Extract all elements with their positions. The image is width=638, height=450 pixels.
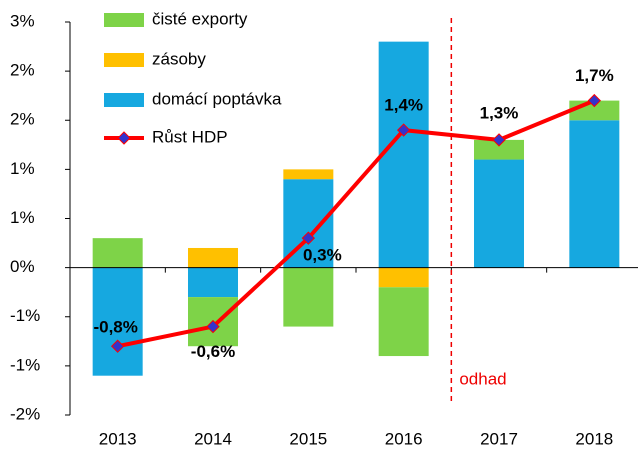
bar bbox=[188, 267, 238, 298]
bar bbox=[569, 120, 620, 268]
line bbox=[117, 98, 596, 349]
bar bbox=[378, 41, 429, 268]
annotation: odhad bbox=[459, 369, 506, 388]
legend-swatch bbox=[104, 93, 144, 107]
y-tick-label: 2% bbox=[10, 110, 35, 129]
marker bbox=[206, 319, 220, 334]
legend-swatch bbox=[104, 13, 144, 27]
marker bbox=[110, 339, 125, 353]
x-tick-label: 2017 bbox=[480, 429, 518, 448]
y-tick-label: 1% bbox=[10, 208, 35, 227]
marker bbox=[587, 93, 602, 108]
legend-marker bbox=[117, 131, 131, 145]
marker bbox=[301, 231, 316, 245]
bar bbox=[474, 159, 524, 268]
y-tick-label: -1% bbox=[10, 355, 40, 374]
legend-swatch bbox=[104, 53, 144, 67]
bar bbox=[92, 238, 143, 268]
x-tick-label: 2014 bbox=[194, 429, 232, 448]
legend-label: zásoby bbox=[152, 49, 206, 68]
y-tick-label: 0% bbox=[10, 257, 35, 276]
x-tick-label: 2015 bbox=[289, 429, 327, 448]
bar bbox=[378, 287, 429, 357]
bar bbox=[188, 247, 238, 268]
data-label: 1,4% bbox=[384, 96, 423, 115]
y-tick-label: -1% bbox=[10, 306, 40, 325]
y-tick-label: 2% bbox=[10, 61, 35, 80]
bar bbox=[283, 169, 334, 180]
bar bbox=[474, 139, 524, 160]
y-tick-label: 1% bbox=[10, 159, 35, 178]
bar bbox=[378, 267, 429, 288]
y-tick-label: -2% bbox=[10, 404, 40, 423]
marker bbox=[492, 133, 506, 147]
x-tick-label: 2016 bbox=[385, 429, 423, 448]
data-label: 1,3% bbox=[480, 103, 519, 122]
data-label: 1,7% bbox=[575, 66, 614, 85]
bar bbox=[92, 267, 143, 376]
data-label: -0,6% bbox=[191, 342, 235, 361]
legend-label: Růst HDP bbox=[152, 127, 228, 146]
data-label: 0,3% bbox=[303, 246, 342, 265]
legend-label: domácí poptávka bbox=[152, 89, 282, 108]
y-tick-label: 3% bbox=[10, 11, 35, 30]
x-tick-label: 2013 bbox=[99, 429, 137, 448]
data-label: -0,8% bbox=[93, 318, 137, 337]
legend-label: čisté exporty bbox=[152, 9, 248, 28]
marker bbox=[396, 123, 411, 137]
x-tick-label: 2018 bbox=[575, 429, 613, 448]
bar bbox=[283, 267, 334, 327]
